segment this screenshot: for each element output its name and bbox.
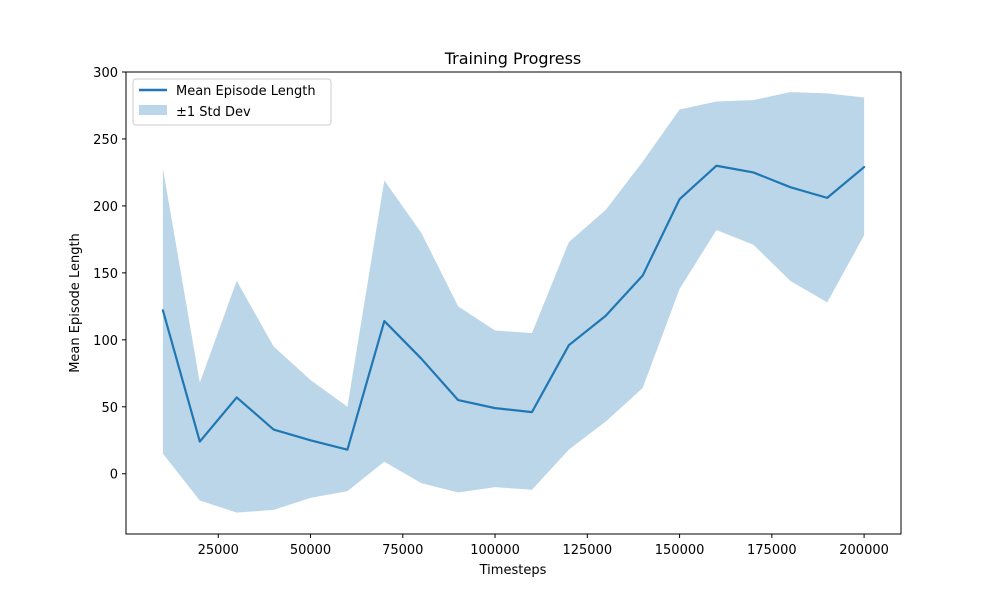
plot-frame [125,71,902,535]
x-tick-label: 75000 [382,543,423,558]
x-tick-label: 200000 [839,543,889,558]
legend-box [132,78,332,126]
x-axis-ticks: 25000 50000 75000 100000 125000 150000 175000 2… [198,534,889,558]
y-tick-label: 300 [93,66,118,81]
x-axis-title: Timesteps [479,563,547,578]
y-tick-label: 200 [93,200,118,215]
y-tick-label: 100 [93,334,118,349]
y-axis-ticks: 0 50 100 150 200 250 300 [93,66,126,483]
x-tick-label: 125000 [562,543,612,558]
x-tick-label: 100000 [470,543,520,558]
legend-mean-label: Mean Episode Length [176,84,316,99]
chart-title: Training Progress [444,49,582,68]
legend-std-label: ±1 Std Dev [176,105,251,120]
y-tick-label: 250 [93,133,118,148]
x-tick-label: 25000 [198,543,239,558]
x-tick-label: 175000 [747,543,797,558]
x-tick-label: 150000 [655,543,705,558]
std-dev-band [162,92,865,513]
legend: Mean Episode Length ±1 Std Dev [132,78,332,126]
mean-line-layer [161,164,866,451]
y-tick-label: 0 [110,468,118,483]
y-tick-label: 50 [101,401,118,416]
y-tick-label: 150 [93,267,118,282]
std-dev-band-layer [162,92,865,513]
x-tick-label: 50000 [290,543,331,558]
mean-episode-length-line [161,164,866,451]
legend-std-swatch [139,105,167,115]
y-axis-title: Mean Episode Length [68,233,83,373]
